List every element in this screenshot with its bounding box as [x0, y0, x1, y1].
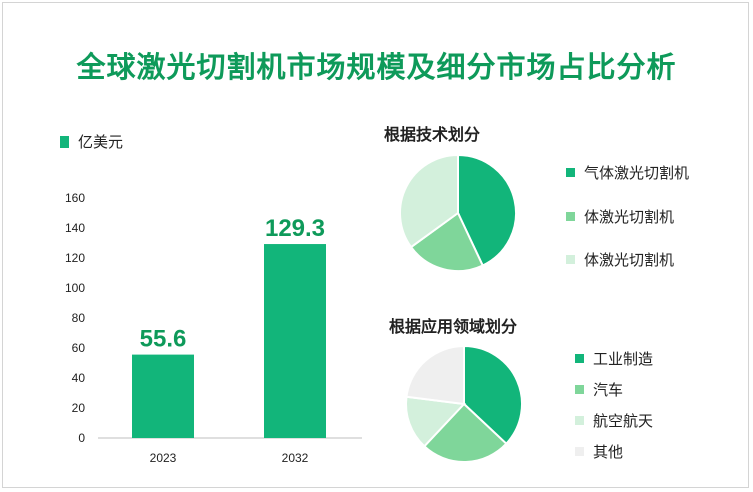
pie-tech-legend-item: 气体激光切割机 [566, 162, 689, 183]
bar-2023 [132, 354, 194, 438]
y-tick-label: 160 [65, 191, 85, 205]
pie-app-slice-3 [405, 344, 465, 406]
pie-tech-legend-label: 体激光切割机 [584, 251, 675, 269]
pie-app-legend-label: 其他 [593, 443, 624, 461]
pie-app-slice-2 [405, 395, 467, 448]
pie-tech-legend-item: 体激光切割机 [566, 206, 674, 227]
y-tick-label: 120 [65, 251, 85, 265]
bar-legend-label: 亿美元 [78, 133, 124, 151]
y-tick-label: 140 [65, 221, 85, 235]
pie-tech-legend-swatch-1 [566, 212, 575, 221]
pie-tech-legend-swatch-2 [566, 255, 575, 264]
chart-title: 全球激光切割机市场规模及细分市场占比分析 [76, 50, 677, 84]
bar-legend: 亿美元 [60, 131, 123, 152]
pie-tech-legend-label: 体激光切割机 [584, 208, 675, 226]
pie-tech-legend-swatch-0 [566, 168, 575, 177]
y-tick-label: 20 [72, 401, 86, 415]
pie-app-legend-item: 汽车 [575, 379, 623, 400]
y-tick-label: 40 [72, 371, 86, 385]
pie-app-title: 根据应用领域划分 [389, 317, 518, 336]
pie-app-slice-1 [422, 402, 508, 463]
y-tick-label: 0 [78, 431, 85, 445]
pie-tech-slice-1 [409, 211, 485, 272]
y-tick-label: 80 [72, 311, 86, 325]
bar-2032 [264, 244, 326, 438]
pie-tech-slice-2 [399, 153, 459, 249]
x-tick-label: 2023 [150, 451, 177, 465]
pie-app-legend-swatch-1 [575, 385, 584, 394]
pie-app-legend-item: 其他 [575, 441, 623, 462]
pie-tech-title: 根据技术划分 [384, 125, 481, 144]
pie-app-legend-label: 汽车 [593, 381, 624, 399]
pie-app-legend-item: 航空航天 [575, 410, 653, 431]
chart-frame [2, 2, 749, 488]
pie-app-legend-label: 工业制造 [593, 350, 654, 368]
pie-tech-legend-item: 体激光切割机 [566, 249, 674, 270]
pie-app-slice-0 [463, 344, 523, 446]
pie-app-legend-item: 工业制造 [575, 348, 653, 369]
bar-value-label: 55.6 [140, 326, 187, 353]
pie-tech-legend-label: 气体激光切割机 [584, 164, 690, 182]
bar-value-label: 129.3 [265, 215, 325, 242]
y-tick-label: 100 [65, 281, 85, 295]
pie-app-legend-swatch-0 [575, 354, 584, 363]
pie-tech-slice-0 [457, 153, 517, 267]
x-tick-label: 2032 [282, 451, 309, 465]
y-tick-label: 60 [72, 341, 86, 355]
bar-legend-swatch [60, 135, 69, 148]
pie-app-legend-swatch-3 [575, 447, 584, 456]
pie-app-legend-swatch-2 [575, 416, 584, 425]
pie-app-legend-label: 航空航天 [593, 412, 654, 430]
